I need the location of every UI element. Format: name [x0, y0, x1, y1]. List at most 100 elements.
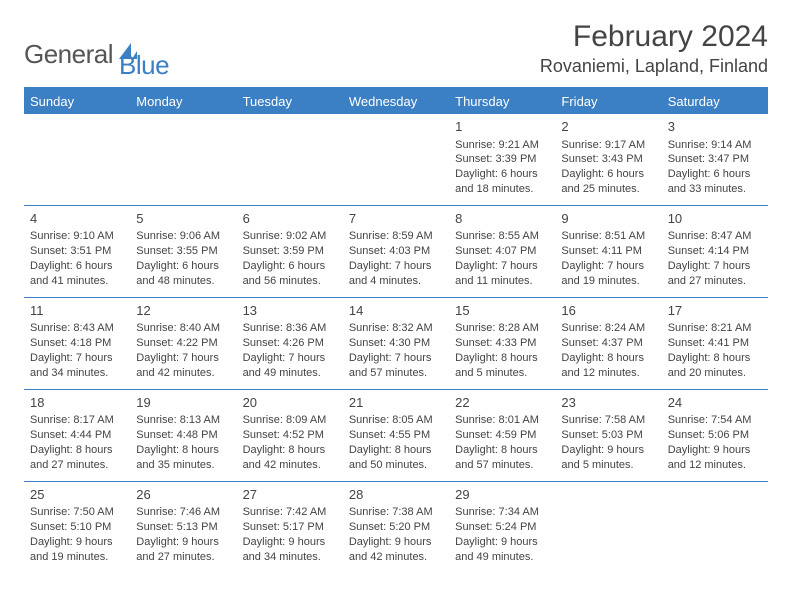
- day-number: 24: [668, 394, 762, 412]
- daylight-line1: Daylight: 6 hours: [243, 259, 337, 274]
- weekday-header: Thursday: [449, 89, 555, 114]
- weekday-header: Friday: [555, 89, 661, 114]
- sunset-line: Sunset: 4:30 PM: [349, 336, 443, 351]
- daylight-line2: and 27 minutes.: [136, 550, 230, 565]
- calendar-week-row: 4Sunrise: 9:10 AMSunset: 3:51 PMDaylight…: [24, 205, 768, 297]
- daylight-line2: and 33 minutes.: [668, 182, 762, 197]
- calendar-empty-cell: [555, 481, 661, 572]
- daylight-line1: Daylight: 8 hours: [30, 443, 124, 458]
- calendar-day: 28Sunrise: 7:38 AMSunset: 5:20 PMDayligh…: [343, 481, 449, 572]
- sunrise-line: Sunrise: 7:54 AM: [668, 413, 762, 428]
- day-number: 23: [561, 394, 655, 412]
- sunset-line: Sunset: 3:51 PM: [30, 244, 124, 259]
- daylight-line1: Daylight: 8 hours: [455, 351, 549, 366]
- logo: General Blue: [24, 28, 169, 81]
- calendar-empty-cell: [343, 114, 449, 205]
- daylight-line2: and 20 minutes.: [668, 366, 762, 381]
- daylight-line1: Daylight: 9 hours: [561, 443, 655, 458]
- day-number: 1: [455, 118, 549, 136]
- sunset-line: Sunset: 4:22 PM: [136, 336, 230, 351]
- header: General Blue February 2024 Rovaniemi, La…: [24, 20, 768, 81]
- calendar-day: 18Sunrise: 8:17 AMSunset: 4:44 PMDayligh…: [24, 389, 130, 481]
- sunset-line: Sunset: 4:26 PM: [243, 336, 337, 351]
- calendar-week-row: 18Sunrise: 8:17 AMSunset: 4:44 PMDayligh…: [24, 389, 768, 481]
- daylight-line1: Daylight: 6 hours: [136, 259, 230, 274]
- sunset-line: Sunset: 5:13 PM: [136, 520, 230, 535]
- logo-word1: General: [24, 39, 113, 70]
- daylight-line2: and 27 minutes.: [30, 458, 124, 473]
- sunset-line: Sunset: 5:20 PM: [349, 520, 443, 535]
- daylight-line2: and 42 minutes.: [243, 458, 337, 473]
- daylight-line2: and 18 minutes.: [455, 182, 549, 197]
- daylight-line2: and 49 minutes.: [243, 366, 337, 381]
- calendar-empty-cell: [130, 114, 236, 205]
- day-number: 8: [455, 210, 549, 228]
- calendar-empty-cell: [662, 481, 768, 572]
- location-label: Rovaniemi, Lapland, Finland: [540, 56, 768, 77]
- calendar-day: 29Sunrise: 7:34 AMSunset: 5:24 PMDayligh…: [449, 481, 555, 572]
- sunrise-line: Sunrise: 8:09 AM: [243, 413, 337, 428]
- sunset-line: Sunset: 4:18 PM: [30, 336, 124, 351]
- calendar-week-row: 11Sunrise: 8:43 AMSunset: 4:18 PMDayligh…: [24, 297, 768, 389]
- sunrise-line: Sunrise: 8:55 AM: [455, 229, 549, 244]
- day-number: 3: [668, 118, 762, 136]
- daylight-line2: and 35 minutes.: [136, 458, 230, 473]
- day-number: 2: [561, 118, 655, 136]
- sunrise-line: Sunrise: 8:59 AM: [349, 229, 443, 244]
- daylight-line2: and 5 minutes.: [455, 366, 549, 381]
- daylight-line1: Daylight: 9 hours: [349, 535, 443, 550]
- sunset-line: Sunset: 4:55 PM: [349, 428, 443, 443]
- daylight-line1: Daylight: 6 hours: [455, 167, 549, 182]
- daylight-line1: Daylight: 6 hours: [668, 167, 762, 182]
- calendar-day: 2Sunrise: 9:17 AMSunset: 3:43 PMDaylight…: [555, 114, 661, 205]
- daylight-line1: Daylight: 8 hours: [561, 351, 655, 366]
- sunset-line: Sunset: 4:11 PM: [561, 244, 655, 259]
- daylight-line1: Daylight: 7 hours: [349, 351, 443, 366]
- daylight-line2: and 42 minutes.: [136, 366, 230, 381]
- logo-word2: Blue: [119, 50, 169, 80]
- sunrise-line: Sunrise: 8:32 AM: [349, 321, 443, 336]
- sunrise-line: Sunrise: 8:47 AM: [668, 229, 762, 244]
- daylight-line2: and 25 minutes.: [561, 182, 655, 197]
- daylight-line1: Daylight: 7 hours: [561, 259, 655, 274]
- calendar-grid: SundayMondayTuesdayWednesdayThursdayFrid…: [24, 89, 768, 573]
- calendar-day: 22Sunrise: 8:01 AMSunset: 4:59 PMDayligh…: [449, 389, 555, 481]
- calendar-day: 8Sunrise: 8:55 AMSunset: 4:07 PMDaylight…: [449, 205, 555, 297]
- daylight-line2: and 34 minutes.: [243, 550, 337, 565]
- sunset-line: Sunset: 5:03 PM: [561, 428, 655, 443]
- calendar-day: 12Sunrise: 8:40 AMSunset: 4:22 PMDayligh…: [130, 297, 236, 389]
- sunset-line: Sunset: 4:14 PM: [668, 244, 762, 259]
- calendar-week-row: 25Sunrise: 7:50 AMSunset: 5:10 PMDayligh…: [24, 481, 768, 572]
- daylight-line1: Daylight: 8 hours: [136, 443, 230, 458]
- sunrise-line: Sunrise: 7:58 AM: [561, 413, 655, 428]
- calendar-day: 24Sunrise: 7:54 AMSunset: 5:06 PMDayligh…: [662, 389, 768, 481]
- day-number: 12: [136, 302, 230, 320]
- day-number: 28: [349, 486, 443, 504]
- calendar-day: 3Sunrise: 9:14 AMSunset: 3:47 PMDaylight…: [662, 114, 768, 205]
- weekday-header: Monday: [130, 89, 236, 114]
- sunrise-line: Sunrise: 9:06 AM: [136, 229, 230, 244]
- title-block: February 2024 Rovaniemi, Lapland, Finlan…: [540, 20, 768, 77]
- day-number: 5: [136, 210, 230, 228]
- daylight-line1: Daylight: 9 hours: [668, 443, 762, 458]
- daylight-line2: and 19 minutes.: [30, 550, 124, 565]
- sunset-line: Sunset: 4:52 PM: [243, 428, 337, 443]
- sunrise-line: Sunrise: 8:21 AM: [668, 321, 762, 336]
- daylight-line1: Daylight: 7 hours: [243, 351, 337, 366]
- calendar-day: 25Sunrise: 7:50 AMSunset: 5:10 PMDayligh…: [24, 481, 130, 572]
- day-number: 6: [243, 210, 337, 228]
- day-number: 16: [561, 302, 655, 320]
- daylight-line2: and 56 minutes.: [243, 274, 337, 289]
- daylight-line1: Daylight: 9 hours: [136, 535, 230, 550]
- daylight-line2: and 41 minutes.: [30, 274, 124, 289]
- daylight-line1: Daylight: 8 hours: [455, 443, 549, 458]
- sunrise-line: Sunrise: 8:40 AM: [136, 321, 230, 336]
- day-number: 27: [243, 486, 337, 504]
- daylight-line2: and 12 minutes.: [668, 458, 762, 473]
- sunset-line: Sunset: 3:59 PM: [243, 244, 337, 259]
- daylight-line1: Daylight: 8 hours: [243, 443, 337, 458]
- calendar-day: 16Sunrise: 8:24 AMSunset: 4:37 PMDayligh…: [555, 297, 661, 389]
- sunset-line: Sunset: 3:55 PM: [136, 244, 230, 259]
- calendar-day: 10Sunrise: 8:47 AMSunset: 4:14 PMDayligh…: [662, 205, 768, 297]
- sunrise-line: Sunrise: 8:36 AM: [243, 321, 337, 336]
